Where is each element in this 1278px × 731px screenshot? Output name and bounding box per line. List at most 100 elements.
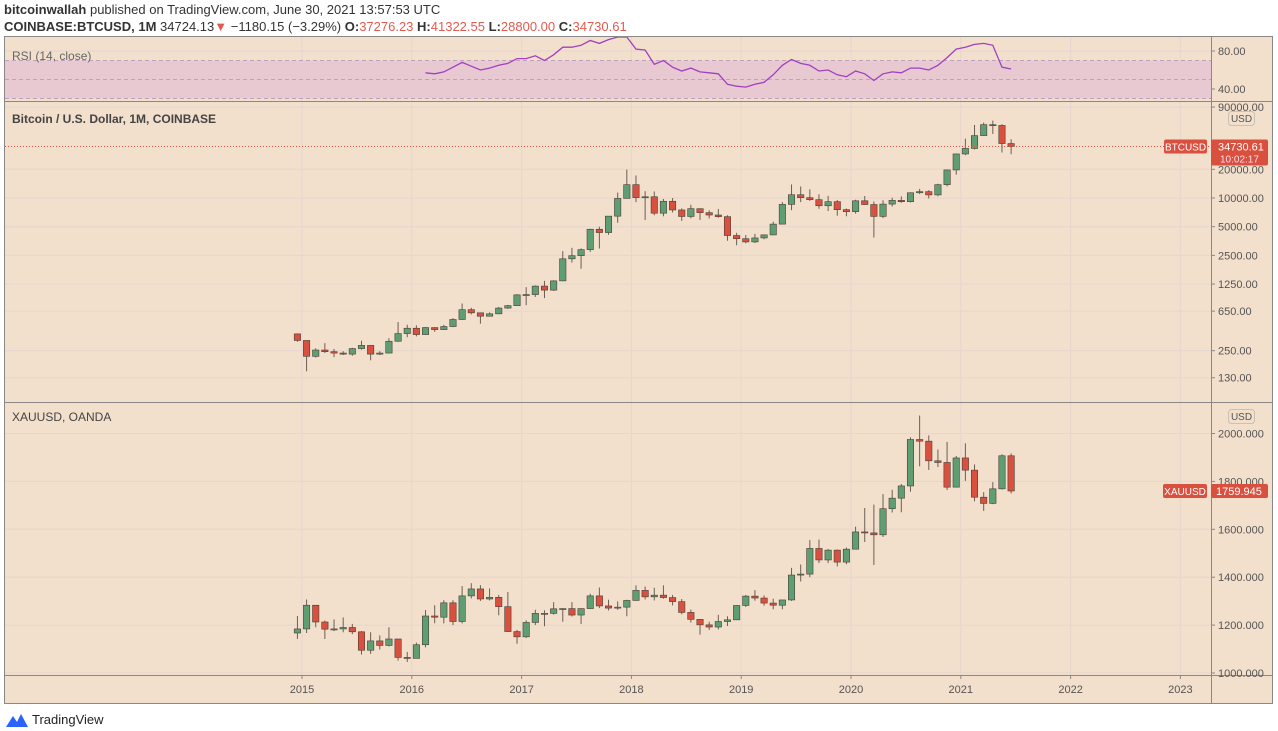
candle-body-down (842, 209, 850, 212)
candle-body-up (897, 485, 905, 499)
candle (614, 601, 622, 610)
candle (449, 318, 457, 328)
candle (815, 194, 823, 209)
candle (879, 200, 887, 219)
candle-body-up (495, 307, 503, 315)
candle-body-down (870, 204, 878, 217)
candle-body-up (632, 590, 640, 601)
candle-body-up (760, 234, 768, 239)
price-change: −1180.15 (−3.29%) (230, 19, 342, 34)
candle-body-down (495, 597, 503, 607)
candle-body-down (431, 615, 439, 618)
btc-currency-badge[interactable]: USD (1228, 111, 1255, 126)
candle-body-down (751, 595, 759, 599)
candle (440, 324, 448, 331)
footer-brand[interactable]: TradingView (32, 712, 104, 727)
candle-body-up (623, 184, 631, 199)
candle (925, 435, 933, 470)
candle-body-down (595, 595, 603, 607)
candle-body-down (504, 606, 512, 632)
candle-body-up (842, 548, 850, 563)
candle (312, 348, 320, 358)
candle (339, 617, 347, 633)
candle (357, 340, 365, 350)
candle (522, 287, 530, 306)
candle (312, 604, 320, 628)
candle-body-up (312, 349, 320, 357)
candle (504, 304, 512, 309)
time-axis[interactable]: 2015 2016 2017 2018 2019 2020 2021 2022 2023 (290, 675, 1193, 696)
candle (422, 326, 430, 335)
candle-body-down (431, 327, 439, 330)
candle-body-up (458, 309, 466, 320)
candle (906, 437, 914, 492)
candle-body-up (440, 326, 448, 330)
candle (733, 604, 741, 621)
last-price: 34724.13 (160, 19, 215, 34)
candle (678, 208, 686, 221)
candle (394, 321, 402, 342)
gold-axis-label: 1000.000 (1218, 668, 1264, 680)
candle-body-up (357, 345, 365, 349)
candle-body-down (641, 590, 649, 598)
candle (797, 186, 805, 203)
candle-body-down (861, 200, 869, 205)
candle (650, 191, 658, 216)
candle-body-up (980, 124, 988, 136)
candle (751, 590, 759, 601)
candle (998, 454, 1006, 490)
candle-body-up (303, 604, 311, 630)
candle (559, 608, 567, 622)
candle (357, 631, 365, 655)
time-axis-label: 2021 (949, 684, 973, 696)
candle (769, 221, 777, 236)
time-axis-label: 2018 (619, 684, 643, 696)
candle-body-down (769, 602, 777, 606)
gold-currency-badge[interactable]: USD (1228, 409, 1255, 424)
candle (971, 124, 979, 150)
btc-axis-label: 1250.00 (1218, 279, 1258, 291)
candle-body-up (385, 340, 393, 354)
candle (897, 484, 905, 513)
candle (952, 456, 960, 488)
candle-body-down (797, 194, 805, 198)
candle-body-down (321, 349, 329, 352)
pane-borders (4, 36, 1273, 704)
candle (714, 208, 722, 218)
candle (403, 651, 411, 662)
candle (650, 587, 658, 601)
candle (669, 198, 677, 213)
candle (723, 616, 731, 627)
candle (687, 204, 695, 219)
close-value: 34730.61 (572, 19, 627, 34)
open-label: O: (344, 19, 360, 34)
candle (696, 208, 704, 220)
candle (906, 192, 914, 203)
candle (568, 602, 576, 617)
candle-body-down (659, 594, 667, 598)
candle-body-down (605, 605, 613, 609)
candle (687, 609, 695, 623)
candle (522, 620, 530, 639)
candle (513, 629, 521, 644)
open-value: 37276.23 (359, 19, 414, 34)
candle (385, 338, 393, 354)
author[interactable]: bitcoinwallah (4, 2, 87, 17)
candle-body-down (513, 631, 521, 638)
candle (367, 345, 375, 361)
symbol-info: COINBASE:BTCUSD, 1M 34724.13▼ −1180.15 (… (4, 19, 627, 34)
candle (742, 235, 750, 244)
price-axes[interactable]: 80.00 40.00 90000.00 20000.00 10000.00 5000.0… (1211, 46, 1264, 680)
candle (888, 489, 896, 513)
candle-body-up (778, 599, 786, 606)
candle-body-down (540, 285, 548, 291)
btc-symbol-label: BTCUSD (1165, 142, 1206, 153)
candle-body-up (586, 595, 594, 609)
candle-body-down (678, 601, 686, 613)
candle-body-down (568, 608, 576, 616)
time-axis-label: 2017 (509, 684, 533, 696)
gold-axis-label: 1600.000 (1218, 524, 1264, 536)
candle-body-down (669, 597, 677, 602)
